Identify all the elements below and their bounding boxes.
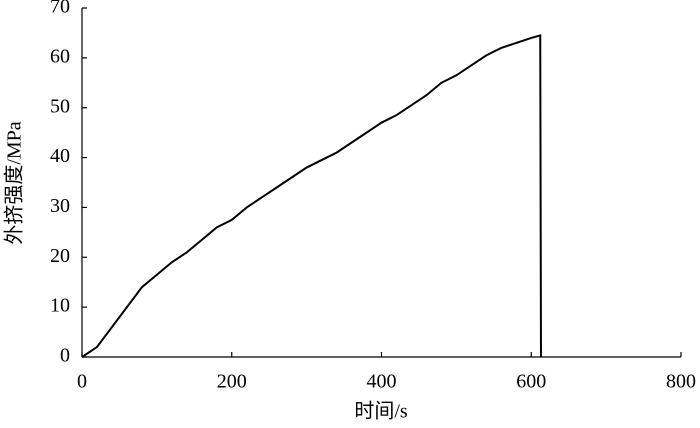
y-tick-label: 50 xyxy=(50,95,70,117)
y-tick-label: 20 xyxy=(50,245,70,267)
x-tick-label: 400 xyxy=(367,371,397,393)
x-tick-label: 600 xyxy=(516,371,546,393)
y-axis-label: 外挤强度/MPa xyxy=(3,121,26,244)
y-tick-label: 70 xyxy=(50,0,70,18)
x-tick-label: 200 xyxy=(217,371,247,393)
x-tick-label: 800 xyxy=(666,371,696,393)
y-tick-label: 0 xyxy=(60,345,70,367)
data-line xyxy=(81,34,542,358)
y-tick-label: 10 xyxy=(50,295,70,317)
y-tick-label: 60 xyxy=(50,45,70,67)
y-tick-label: 30 xyxy=(50,195,70,217)
x-axis-label: 时间/s xyxy=(354,400,408,423)
y-tick-label: 40 xyxy=(50,145,70,167)
x-tick-label: 0 xyxy=(77,371,87,393)
